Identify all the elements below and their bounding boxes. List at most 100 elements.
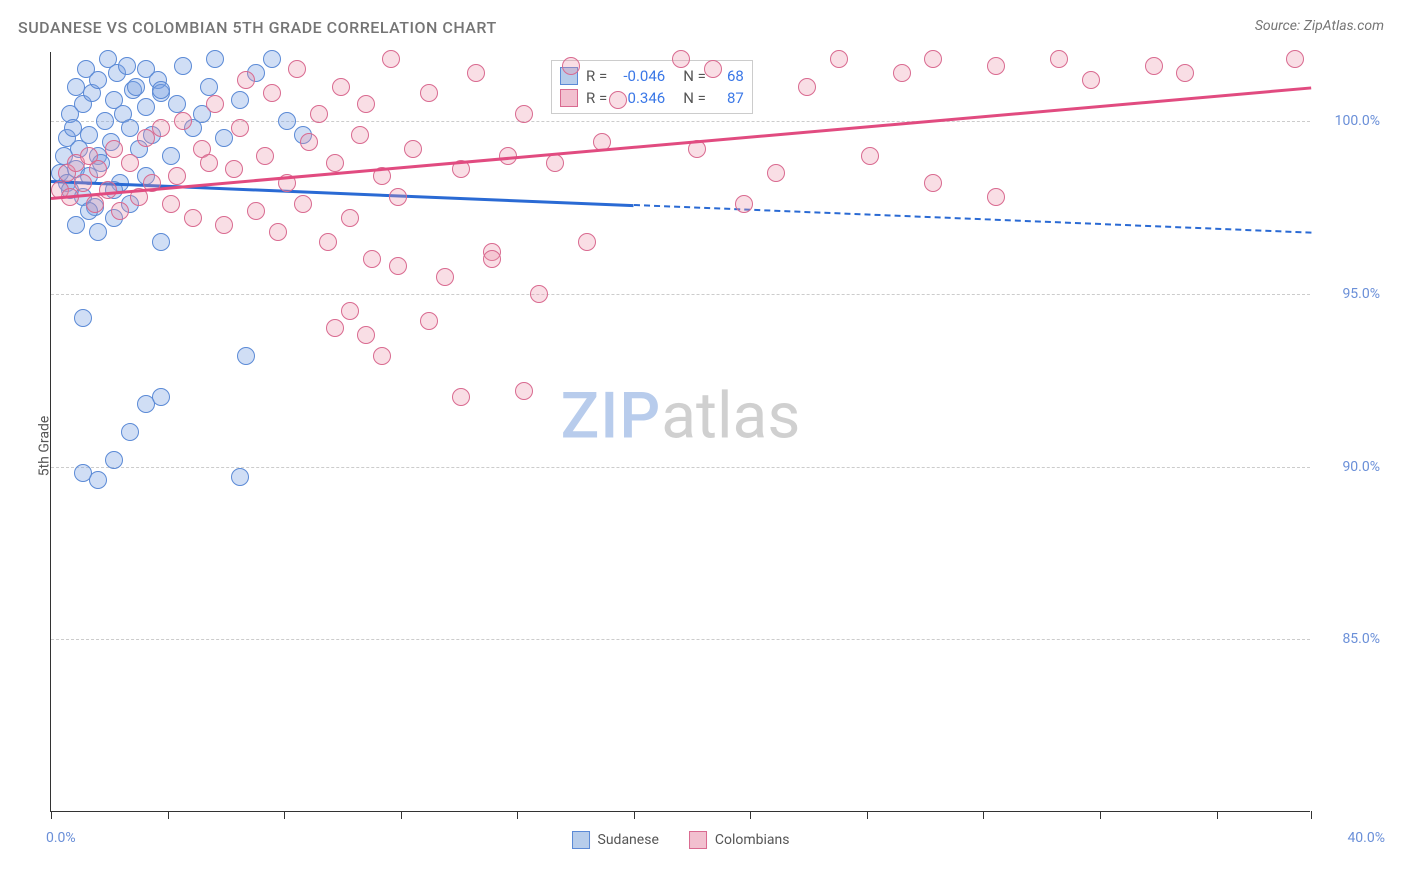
data-point xyxy=(672,50,690,68)
data-point xyxy=(987,188,1005,206)
data-point xyxy=(294,195,312,213)
stat-n-value: 87 xyxy=(714,89,744,107)
data-point xyxy=(168,167,186,185)
data-point xyxy=(319,233,337,251)
data-point xyxy=(237,71,255,89)
data-point xyxy=(436,268,454,286)
data-point xyxy=(389,257,407,275)
data-point xyxy=(830,50,848,68)
data-point xyxy=(247,202,265,220)
data-point xyxy=(215,216,233,234)
x-tick xyxy=(867,811,868,819)
x-tick xyxy=(1100,811,1101,819)
data-point xyxy=(99,181,117,199)
data-point xyxy=(341,209,359,227)
data-point xyxy=(1050,50,1068,68)
data-point xyxy=(111,202,129,220)
data-point xyxy=(89,471,107,489)
data-point xyxy=(326,319,344,337)
data-point xyxy=(237,347,255,365)
data-point xyxy=(351,126,369,144)
watermark-atlas: atlas xyxy=(661,379,800,454)
data-point xyxy=(174,57,192,75)
chart-title: SUDANESE VS COLOMBIAN 5TH GRADE CORRELAT… xyxy=(18,18,497,37)
data-point xyxy=(1082,71,1100,89)
source-label: Source: ZipAtlas.com xyxy=(1255,18,1384,34)
x-tick xyxy=(1311,811,1312,819)
data-point xyxy=(89,160,107,178)
x-axis-min-label: 0.0% xyxy=(46,830,76,846)
data-point xyxy=(300,133,318,151)
legend-swatch xyxy=(689,831,707,849)
stat-r-value: -0.046 xyxy=(615,67,665,85)
stat-r-label: R = xyxy=(586,89,607,107)
data-point xyxy=(74,174,92,192)
data-point xyxy=(420,312,438,330)
data-point xyxy=(184,209,202,227)
data-point xyxy=(67,216,85,234)
data-point xyxy=(452,388,470,406)
data-point xyxy=(515,105,533,123)
data-point xyxy=(987,57,1005,75)
gridline xyxy=(51,294,1310,295)
data-point xyxy=(174,112,192,130)
data-point xyxy=(225,160,243,178)
data-point xyxy=(152,233,170,251)
data-point xyxy=(562,57,580,75)
data-point xyxy=(341,302,359,320)
series-swatch xyxy=(560,89,578,107)
data-point xyxy=(105,451,123,469)
x-tick xyxy=(51,811,52,819)
x-tick xyxy=(1217,811,1218,819)
x-tick xyxy=(284,811,285,819)
data-point xyxy=(530,285,548,303)
data-point xyxy=(326,154,344,172)
y-tick-label: 100.0% xyxy=(1320,113,1380,129)
data-point xyxy=(89,223,107,241)
data-point xyxy=(215,129,233,147)
data-point xyxy=(162,195,180,213)
data-point xyxy=(256,147,274,165)
data-point xyxy=(200,78,218,96)
data-point xyxy=(121,154,139,172)
stat-n-label: N = xyxy=(683,89,706,107)
data-point xyxy=(404,140,422,158)
legend: SudaneseColombians xyxy=(572,831,790,849)
data-point xyxy=(89,71,107,89)
data-point xyxy=(137,98,155,116)
data-point xyxy=(162,147,180,165)
data-point xyxy=(118,57,136,75)
data-point xyxy=(288,60,306,78)
data-point xyxy=(96,112,114,130)
data-point xyxy=(206,50,224,68)
x-tick xyxy=(517,811,518,819)
stats-box: R =-0.046N =68R =0.346N =87 xyxy=(551,60,753,114)
data-point xyxy=(924,174,942,192)
gridline xyxy=(51,639,1310,640)
x-tick xyxy=(168,811,169,819)
watermark-zip: ZIP xyxy=(561,379,662,454)
y-tick-label: 85.0% xyxy=(1320,631,1380,647)
data-point xyxy=(357,95,375,113)
data-point xyxy=(1145,57,1163,75)
data-point xyxy=(231,91,249,109)
stats-row: R =0.346N =87 xyxy=(560,87,744,109)
data-point xyxy=(704,60,722,78)
data-point xyxy=(363,250,381,268)
data-point xyxy=(137,129,155,147)
data-point xyxy=(269,223,287,241)
data-point xyxy=(80,126,98,144)
data-point xyxy=(127,78,145,96)
stat-n-label: N = xyxy=(683,67,706,85)
plot-area: ZIPatlas R =-0.046N =68R =0.346N =87 0.0… xyxy=(50,52,1310,812)
data-point xyxy=(152,388,170,406)
legend-item: Colombians xyxy=(689,831,790,849)
data-point xyxy=(168,95,186,113)
data-point xyxy=(200,154,218,172)
data-point xyxy=(861,147,879,165)
data-point xyxy=(467,64,485,82)
data-point xyxy=(310,105,328,123)
data-point xyxy=(105,140,123,158)
data-point xyxy=(152,119,170,137)
data-point xyxy=(609,91,627,109)
